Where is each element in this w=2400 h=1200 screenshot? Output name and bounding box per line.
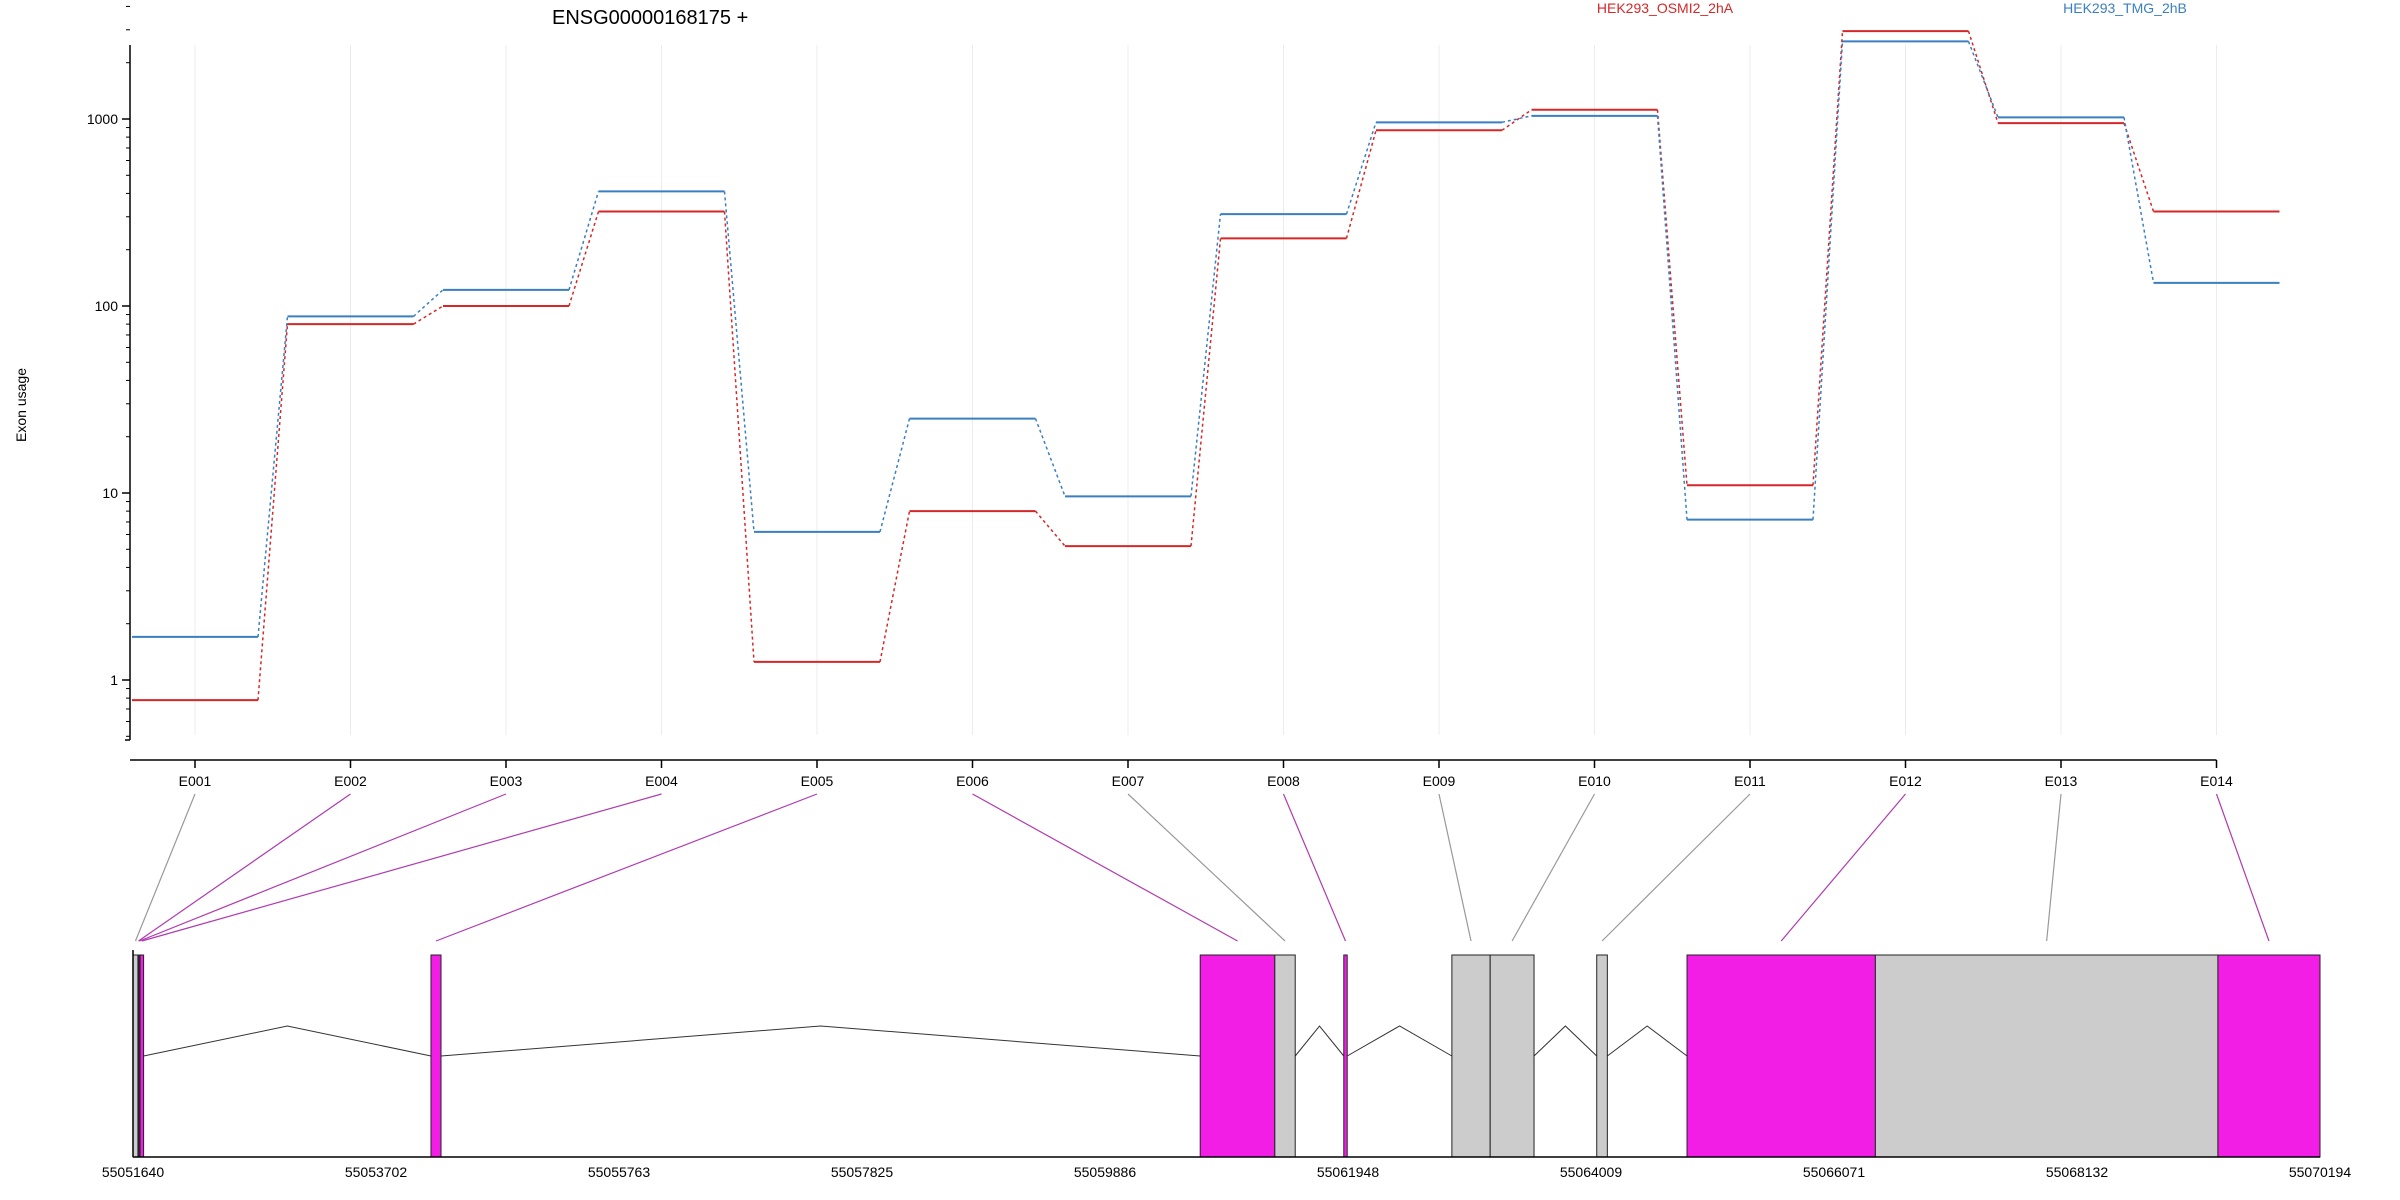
x-tick-label-E002: E002 xyxy=(334,773,367,789)
connector-HEK293_OSMI2_2hA-E004 xyxy=(723,211,755,662)
genomic-tick-label-2: 55055763 xyxy=(588,1164,651,1180)
genomic-tick-label-5: 55061948 xyxy=(1317,1164,1380,1180)
x-tick-label-E005: E005 xyxy=(801,773,834,789)
legend-label-HEK293_OSMI2_2hA: HEK293_OSMI2_2hA xyxy=(1597,0,1734,16)
connector-HEK293_TMG_2hB-E002 xyxy=(412,289,444,317)
intron-4 xyxy=(1346,1025,1453,1057)
y-tick-label-1: 1 xyxy=(110,672,118,688)
intron-2 xyxy=(440,1025,1201,1057)
x-tick-label-E006: E006 xyxy=(956,773,989,789)
x-tick-label-E014: E014 xyxy=(2200,773,2233,789)
intron-1 xyxy=(143,1025,432,1057)
x-tick-label-E009: E009 xyxy=(1423,773,1456,789)
y-tick-label-1000: 1000 xyxy=(87,111,118,127)
series-HEK293_OSMI2_2hA xyxy=(132,30,2280,702)
connector-HEK293_OSMI2_2hA-E005 xyxy=(879,510,911,663)
connector-HEK293_TMG_2hB-E003 xyxy=(568,191,600,291)
connector-HEK293_TMG_2hB-E008 xyxy=(1345,122,1377,215)
exon-box-E006 xyxy=(1199,954,1276,1158)
genomic-tick-label-7: 55066071 xyxy=(1803,1164,1866,1180)
exon-box-E011 xyxy=(1596,954,1608,1158)
series-HEK293_TMG_2hB xyxy=(132,40,2280,638)
x-tick-label-E004: E004 xyxy=(645,773,678,789)
exon-box-E008 xyxy=(1343,954,1348,1158)
connector-HEK293_OSMI2_2hA-E011 xyxy=(1812,31,1844,486)
exon-link-E006 xyxy=(972,793,1238,942)
chart-title: ENSG00000168175 + xyxy=(552,7,748,29)
connector-HEK293_TMG_2hB-E013 xyxy=(2123,117,2155,283)
exon-link-E004 xyxy=(141,793,662,942)
exon-link-E009 xyxy=(1438,793,1472,942)
y-tick-label-10: 10 xyxy=(102,485,118,501)
exon-link-E002 xyxy=(138,793,351,942)
x-tick-label-E008: E008 xyxy=(1267,773,1300,789)
genomic-tick-label-8: 55068132 xyxy=(2046,1164,2109,1180)
y-axis: 1 10 100 1000 xyxy=(87,5,131,741)
exon-link-E007 xyxy=(1127,793,1286,942)
x-tick-label-E013: E013 xyxy=(2045,773,2078,789)
genomic-tick-label-1: 55053702 xyxy=(345,1164,408,1180)
genomic-tick-label-6: 55064009 xyxy=(1560,1164,1623,1180)
x-axis-exons: E001 E002 E003 E004 E005 E006 E007 E008 E009 E010… xyxy=(130,759,2233,789)
connector-HEK293_OSMI2_2hA-E006 xyxy=(1034,510,1066,547)
x-tick-label-E001: E001 xyxy=(179,773,212,789)
exon-link-E001 xyxy=(134,793,196,942)
connector-HEK293_TMG_2hB-E001 xyxy=(257,316,289,637)
x-tick-label-E012: E012 xyxy=(1889,773,1922,789)
exon-box-E014 xyxy=(2217,954,2321,1158)
genomic-axis: 55051640 55053702 55055763 55057825 55059886… xyxy=(102,950,2352,1180)
connector-HEK293_OSMI2_2hA-E002 xyxy=(413,305,444,325)
exon-link-E014 xyxy=(2215,793,2270,942)
connector-HEK293_TMG_2hB-E009 xyxy=(1501,115,1532,124)
x-tick-label-E011: E011 xyxy=(1734,773,1766,789)
exon-box-E004 xyxy=(139,954,145,1158)
connector-HEK293_OSMI2_2hA-E009 xyxy=(1501,109,1532,131)
connector-HEK293_OSMI2_2hA-E010 xyxy=(1656,109,1688,486)
connector-HEK293_OSMI2_2hA-E007 xyxy=(1190,238,1222,547)
exon-link-E003 xyxy=(139,793,507,942)
intron-5 xyxy=(1533,1025,1598,1057)
connector-HEK293_TMG_2hB-E011 xyxy=(1812,41,1844,520)
exon-link-E010 xyxy=(1511,793,1596,942)
connector-HEK293_OSMI2_2hA-E001 xyxy=(257,324,289,701)
connector-HEK293_OSMI2_2hA-E013 xyxy=(2123,122,2155,212)
intron-6 xyxy=(1607,1025,1688,1057)
x-tick-label-E007: E007 xyxy=(1112,773,1145,789)
genomic-tick-label-3: 55057825 xyxy=(831,1164,894,1180)
x-tick-label-E010: E010 xyxy=(1578,773,1611,789)
connector-HEK293_TMG_2hB-E007 xyxy=(1190,214,1222,497)
connector-HEK293_TMG_2hB-E010 xyxy=(1656,115,1688,520)
exon-link-E012 xyxy=(1780,793,1906,942)
exon-box-E007 xyxy=(1274,954,1296,1158)
exon-link-E008 xyxy=(1282,793,1347,942)
gene-model xyxy=(132,954,2321,1158)
connector-HEK293_TMG_2hB-E012 xyxy=(1967,41,1999,118)
y-axis-label: Exon usage xyxy=(13,368,29,442)
exon-connector-lines xyxy=(134,793,2270,942)
exon-link-E013 xyxy=(2046,793,2062,942)
exon-box-E013 xyxy=(1874,954,2219,1158)
exon-link-E011 xyxy=(1601,793,1751,942)
connector-HEK293_OSMI2_2hA-E003 xyxy=(568,211,600,307)
y-tick-label-100: 100 xyxy=(95,298,119,314)
x-tick-label-E003: E003 xyxy=(490,773,523,789)
genomic-tick-label-0: 55051640 xyxy=(102,1164,165,1180)
connector-HEK293_OSMI2_2hA-E008 xyxy=(1345,130,1377,239)
legend-label-HEK293_TMG_2hB: HEK293_TMG_2hB xyxy=(2063,0,2187,16)
vertical-gridlines xyxy=(194,45,2217,735)
exon-box-E005 xyxy=(430,954,442,1158)
series-lines xyxy=(132,30,2280,702)
connector-HEK293_TMG_2hB-E005 xyxy=(879,418,911,533)
connector-HEK293_TMG_2hB-E006 xyxy=(1034,418,1066,497)
exon-box-E009 xyxy=(1451,954,1491,1158)
exon-box-E012 xyxy=(1686,954,1876,1158)
connector-HEK293_OSMI2_2hA-E012 xyxy=(1967,30,1999,124)
connector-HEK293_TMG_2hB-E004 xyxy=(723,191,755,532)
genomic-tick-label-4: 55059886 xyxy=(1074,1164,1137,1180)
exon-box-E010 xyxy=(1489,954,1535,1158)
exon-link-E005 xyxy=(435,793,818,942)
genomic-tick-label-9: 55070194 xyxy=(2289,1164,2352,1180)
intron-3 xyxy=(1294,1025,1345,1057)
